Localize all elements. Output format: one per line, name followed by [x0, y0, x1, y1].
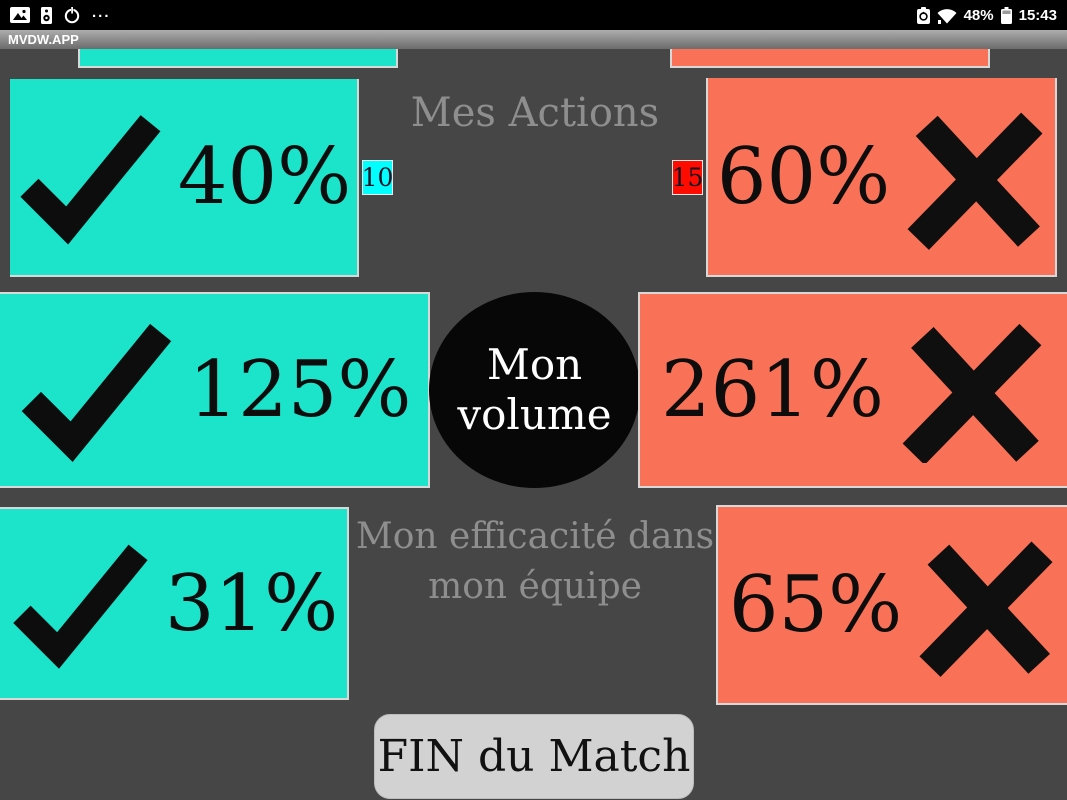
- actions-success-tile[interactable]: 40%: [10, 79, 359, 277]
- team-success-percent: 31%: [164, 558, 339, 649]
- end-match-button-label: FIN du Match: [377, 731, 691, 782]
- actions-fail-count-badge: 15: [672, 160, 703, 195]
- app-bar: MVDW.APP: [0, 30, 1067, 49]
- efficiency-caption-line1: Mon efficacité dans: [355, 516, 715, 557]
- efficiency-caption-line2: mon équipe: [428, 565, 642, 607]
- speaker-notification-icon: [41, 6, 52, 24]
- check-icon: [21, 323, 171, 463]
- volume-label-line2: volume: [457, 390, 612, 439]
- actions-success-count-badge: 10: [362, 160, 393, 195]
- volume-circle-label: Mon volume: [429, 292, 640, 488]
- check-icon: [20, 115, 161, 245]
- cross-icon: [902, 323, 1042, 463]
- check-icon: [13, 544, 148, 669]
- power-notification-icon: [64, 6, 80, 24]
- status-bar: ... 48% 15:43: [0, 0, 1067, 30]
- cross-icon: [907, 112, 1043, 250]
- volume-success-percent: 125%: [188, 345, 412, 435]
- team-fail-tile[interactable]: 65%: [716, 505, 1067, 705]
- volume-success-tile[interactable]: 125%: [0, 292, 430, 488]
- actions-fail-percent: 60%: [716, 131, 891, 222]
- app-title: MVDW.APP: [8, 32, 79, 47]
- volume-fail-percent: 261%: [661, 345, 884, 435]
- team-success-tile[interactable]: 31%: [0, 507, 349, 700]
- battery-saver-icon: [916, 6, 930, 24]
- actions-title: Mes Actions: [410, 90, 660, 136]
- volume-label-line1: Mon: [486, 339, 583, 389]
- cutoff-fail-tile: [670, 49, 990, 68]
- cross-icon: [919, 541, 1053, 677]
- overflow-ellipsis: ...: [92, 3, 111, 21]
- actions-success-percent: 40%: [177, 132, 352, 222]
- cutoff-success-tile: [78, 49, 398, 68]
- image-notification-icon: [10, 7, 30, 23]
- volume-fail-tile[interactable]: 261%: [638, 292, 1067, 488]
- wifi-icon: [937, 8, 957, 24]
- actions-fail-tile[interactable]: 60%: [706, 78, 1057, 277]
- end-match-button[interactable]: FIN du Match: [374, 714, 694, 799]
- clock-time-label: 15:43: [1018, 6, 1057, 24]
- battery-percent-label: 48%: [963, 6, 994, 24]
- battery-icon: [1000, 6, 1012, 24]
- efficiency-caption: Mon efficacité dans mon équipe: [285, 512, 785, 611]
- team-fail-percent: 65%: [728, 560, 903, 650]
